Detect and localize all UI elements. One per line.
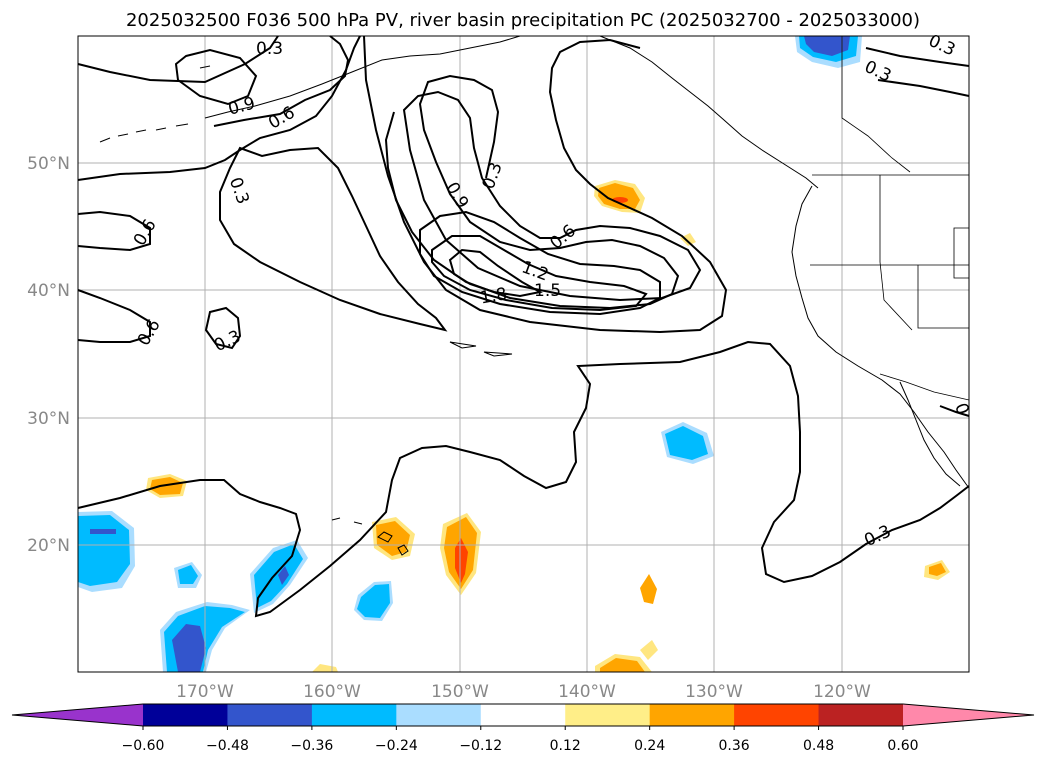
lon-label-140w: 140°W (558, 682, 616, 702)
colorbar-segment (734, 704, 820, 726)
latitude-labels: 50°N 40°N 30°N 20°N (27, 154, 70, 556)
colorbar-segment (818, 704, 904, 726)
colorbar-segments (12, 704, 1034, 726)
lat-label-20n: 20°N (27, 536, 70, 556)
lon-label-160w: 160°W (303, 682, 361, 702)
colorbar-tick-label: 0.24 (634, 738, 665, 754)
colorbar-tick-label: 0.12 (550, 738, 581, 754)
precip-negative-core (804, 36, 850, 56)
contour-label: 1.8 (479, 284, 509, 308)
lon-label-130w: 130°W (685, 682, 743, 702)
colorbar-extend-max (903, 704, 1034, 726)
alaska-canada-border (841, 36, 911, 173)
figure-title: 2025032500 F036 500 hPa PV, river basin … (126, 10, 920, 31)
lon-label-120w: 120°W (813, 682, 871, 702)
pv-contour-0.9 (174, 48, 258, 106)
aleutian-islands (99, 65, 211, 143)
lon-label-170w: 170°W (176, 682, 234, 702)
pv-contour-0.6 (213, 35, 350, 127)
colorbar-outline (11, 703, 1035, 727)
lat-label-30n: 30°N (27, 409, 70, 429)
precip-negative-patch (665, 426, 708, 460)
pv-contour-0.3 (363, 35, 728, 334)
precip-positive-patch (680, 233, 696, 246)
contour-label: 1.5 (534, 281, 561, 301)
alaska-panhandle-coastline (599, 35, 819, 189)
precip-negative-core (90, 529, 116, 534)
colorbar-segment (649, 704, 735, 726)
precip-positive-core (455, 538, 468, 583)
colorbar-segment (565, 704, 651, 726)
colorbar-segment (143, 704, 228, 726)
pv-contour-0 (939, 405, 970, 417)
map-panel: 0.3 0.3 0.3 0.3 0.3 0.3 0.3 0.6 0.6 0.6 … (77, 31, 973, 673)
precip-negative-patch (357, 584, 390, 618)
longitude-labels: 170°W 160°W 150°W 140°W 130°W 120°W (176, 682, 871, 702)
colorbar-segment (396, 704, 482, 726)
precip-negative-core (172, 624, 206, 672)
alaska-coastline (204, 35, 521, 119)
map-frame (77, 35, 970, 673)
map-background (78, 36, 969, 672)
precip-positive-patch (929, 563, 946, 576)
pv-contour-0.6 (77, 289, 151, 343)
colorbar-tick-label: −0.12 (459, 738, 502, 754)
north-america-west-coastline (791, 185, 970, 489)
us-mexico-border (879, 373, 970, 401)
colorbar-segment (480, 704, 566, 726)
precip-positive-patch (640, 574, 657, 604)
pv-contour-0.3 (77, 35, 279, 84)
colorbar-segment (311, 704, 397, 726)
pv-contour-1.2 (419, 210, 661, 316)
precip-positive-patch (640, 640, 658, 660)
pv-contour-0.6 (77, 210, 151, 252)
pv-contour-0.3 (204, 306, 242, 350)
pv-contour-0.3 (865, 47, 970, 67)
lat-label-40n: 40°N (27, 281, 70, 301)
colorbar-segment (227, 704, 313, 726)
precip-negative-core (278, 566, 289, 585)
precip-positive-patch (600, 658, 645, 672)
pv-contours (77, 35, 970, 618)
colorbar-tick-label: 0.48 (803, 738, 834, 754)
precip-positive-patch (376, 521, 410, 556)
baja-california-coastline (899, 381, 961, 487)
lat-label-50n: 50°N (27, 154, 70, 174)
colorbar: −0.60 −0.48 −0.36 −0.24 −0.12 0.12 0.24 0.36 0.4… (11, 703, 1035, 754)
colorbar-extend-min (12, 704, 143, 726)
colorbar-tick-label: 0.36 (719, 738, 750, 754)
colorbar-tick-label: −0.60 (122, 738, 165, 754)
hawaii-islands (331, 517, 409, 556)
colorbar-ticks: −0.60 −0.48 −0.36 −0.24 −0.12 0.12 0.24 0.36 0.4… (122, 726, 919, 754)
pv-contour-1.8 (448, 248, 543, 298)
contour-label: 0.3 (256, 39, 283, 59)
precip-positive-patch (598, 183, 640, 209)
pv-contour-0.3 (877, 79, 970, 97)
pv-contour-0.9 (384, 74, 680, 310)
pv-contour-0.6 (402, 90, 702, 302)
pv-contour-1.5 (431, 235, 648, 312)
pv-contour-0.3 (77, 340, 970, 618)
colorbar-tick-label: −0.24 (375, 738, 418, 754)
coastlines (99, 35, 970, 556)
colorbar-tick-label: 0.60 (887, 738, 918, 754)
colorbar-tick-label: −0.48 (206, 738, 249, 754)
pacific-islands (449, 341, 513, 357)
colorbar-tick-label: −0.36 (290, 738, 333, 754)
precip-negative-patch (178, 565, 198, 584)
us-state-borders (810, 175, 970, 331)
pv-contour-0.3 (77, 35, 361, 181)
pv-contour-0.3 (219, 146, 448, 332)
lon-label-150w: 150°W (431, 682, 489, 702)
